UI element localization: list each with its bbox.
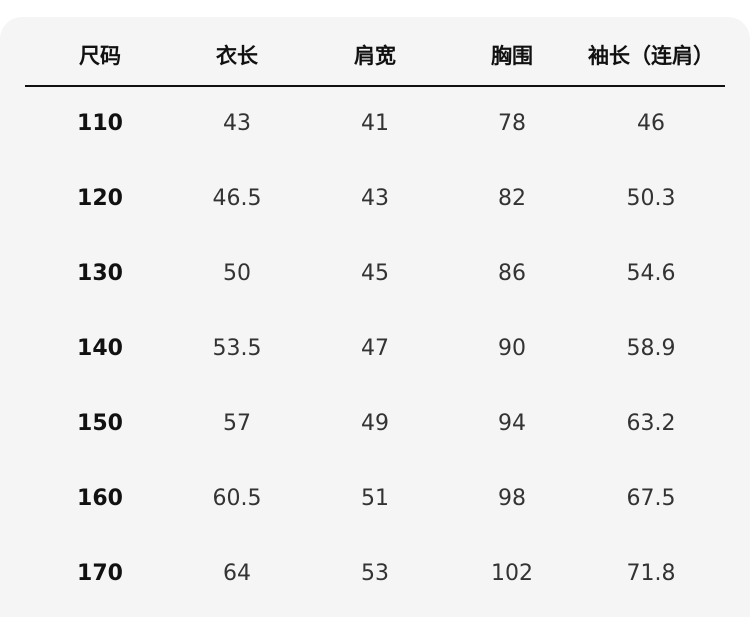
measurement-cell: 51 xyxy=(361,486,389,511)
measurement-cell: 46 xyxy=(637,111,665,136)
column-header: 胸围 xyxy=(491,44,533,68)
measurement-cell: 46.5 xyxy=(212,186,262,211)
size-cell: 140 xyxy=(77,336,123,361)
measurement-cell: 57 xyxy=(223,411,251,436)
measurement-cell: 53.5 xyxy=(212,336,262,361)
measurement-cell: 43 xyxy=(223,111,251,136)
measurement-cell: 41 xyxy=(361,111,389,136)
size-cell: 170 xyxy=(77,561,123,586)
measurement-cell: 53 xyxy=(361,561,389,586)
measurement-cell: 60.5 xyxy=(212,486,262,511)
measurement-cell: 50.3 xyxy=(626,186,676,211)
measurement-cell: 71.8 xyxy=(626,561,676,586)
size-cell: 160 xyxy=(77,486,123,511)
column-header: 衣长 xyxy=(216,44,258,68)
measurement-cell: 90 xyxy=(498,336,526,361)
measurement-cell: 63.2 xyxy=(626,411,676,436)
measurement-cell: 86 xyxy=(498,261,526,286)
measurement-cell: 58.9 xyxy=(626,336,676,361)
size-cell: 130 xyxy=(77,261,123,286)
size-cell: 110 xyxy=(77,111,123,136)
measurement-cell: 64 xyxy=(223,561,251,586)
measurement-cell: 50 xyxy=(223,261,251,286)
header-divider xyxy=(25,85,725,87)
measurement-cell: 82 xyxy=(498,186,526,211)
measurement-cell: 67.5 xyxy=(626,486,676,511)
measurement-cell: 49 xyxy=(361,411,389,436)
column-header: 尺码 xyxy=(79,44,121,68)
size-cell: 150 xyxy=(77,411,123,436)
size-cell: 120 xyxy=(77,186,123,211)
column-header: 袖长（连肩） xyxy=(588,44,714,68)
column-header: 肩宽 xyxy=(354,44,396,68)
measurement-cell: 54.6 xyxy=(626,261,676,286)
size-chart-card xyxy=(0,17,750,617)
measurement-cell: 47 xyxy=(361,336,389,361)
measurement-cell: 43 xyxy=(361,186,389,211)
measurement-cell: 45 xyxy=(361,261,389,286)
measurement-cell: 78 xyxy=(498,111,526,136)
measurement-cell: 102 xyxy=(491,561,533,586)
measurement-cell: 94 xyxy=(498,411,526,436)
measurement-cell: 98 xyxy=(498,486,526,511)
